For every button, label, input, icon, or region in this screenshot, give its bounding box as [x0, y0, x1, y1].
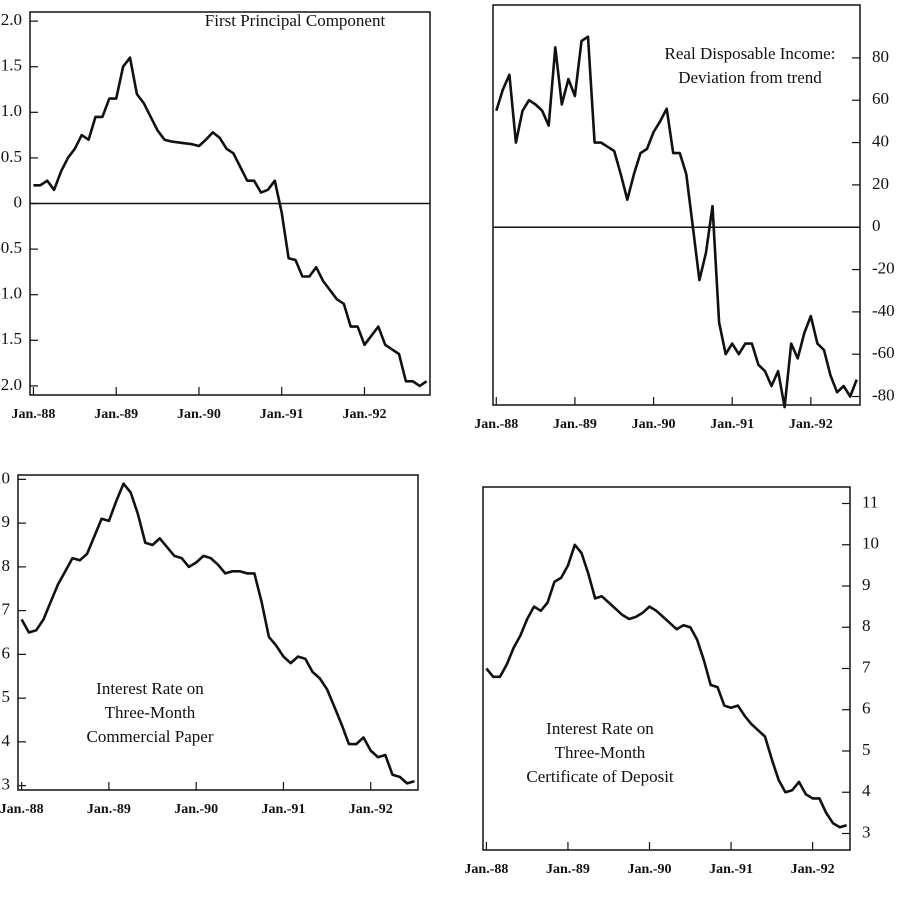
x-tick-label: Jan.-88 — [464, 862, 508, 877]
x-tick-label: Jan.-90 — [632, 417, 676, 432]
y-tick-label: 7 — [862, 657, 871, 676]
y-tick-label: -1.0 — [0, 284, 22, 303]
y-tick-label: 11 — [862, 492, 878, 511]
y-tick-label: -1.5 — [0, 329, 22, 348]
y-tick-label: 3 — [862, 822, 871, 841]
y-tick-label: 1.5 — [1, 56, 22, 75]
chart-title: Interest Rate on — [96, 679, 204, 698]
chart-title: Three-Month — [105, 703, 196, 722]
y-tick-label: 8 — [862, 616, 871, 635]
x-tick-label: Jan.-91 — [710, 417, 754, 432]
x-tick-label: Jan.-92 — [789, 417, 833, 432]
data-line — [33, 56, 428, 388]
chart-title: Commercial Paper — [87, 727, 214, 746]
chart-title: Interest Rate on — [546, 719, 654, 738]
chart-title: First Principal Component — [205, 11, 386, 30]
x-tick-label: Jan.-89 — [553, 417, 597, 432]
chart-title: Deviation from trend — [678, 68, 822, 87]
y-tick-label: 0.5 — [1, 147, 22, 166]
x-tick-label: Jan.-89 — [94, 407, 138, 422]
y-tick-label: 9 — [862, 575, 871, 594]
y-tick-label: 4 — [2, 731, 11, 750]
y-tick-label: 10 — [0, 468, 10, 487]
x-tick-label: Jan.-89 — [546, 862, 590, 877]
y-tick-label: 7 — [2, 600, 11, 619]
y-tick-label: 6 — [862, 699, 871, 718]
x-tick-label: Jan.-90 — [628, 862, 672, 877]
y-tick-label: 2.0 — [1, 10, 22, 29]
x-tick-label: Jan.-92 — [349, 802, 393, 817]
y-tick-label: 0 — [872, 216, 881, 235]
y-tick-label: 8 — [2, 556, 11, 575]
x-tick-label: Jan.-92 — [343, 407, 387, 422]
y-tick-label: -0.5 — [0, 238, 22, 257]
plot-frame — [492, 4, 861, 406]
y-tick-label: 80 — [872, 47, 889, 66]
y-tick-label: 3 — [2, 775, 11, 794]
data-line — [20, 482, 415, 785]
y-tick-label: 20 — [872, 174, 889, 193]
plot-frame — [482, 486, 851, 851]
y-tick-label: 0 — [14, 192, 23, 211]
x-tick-label: Jan.-88 — [0, 802, 44, 817]
y-tick-label: 40 — [872, 131, 889, 150]
chart-title: Real Disposable Income: — [665, 44, 836, 63]
y-tick-label: 5 — [862, 740, 871, 759]
y-tick-label: 1.0 — [1, 101, 22, 120]
y-tick-label: 9 — [2, 512, 11, 531]
x-tick-label: Jan.-90 — [174, 802, 218, 817]
y-tick-label: 10 — [862, 534, 879, 553]
x-tick-label: Jan.-91 — [261, 802, 305, 817]
x-tick-label: Jan.-88 — [11, 407, 55, 422]
y-tick-label: -60 — [872, 343, 895, 362]
plot-frame — [17, 474, 419, 791]
data-line — [485, 543, 847, 829]
x-tick-label: Jan.-88 — [474, 417, 518, 432]
y-tick-label: 60 — [872, 89, 889, 108]
y-tick-label: -20 — [872, 258, 895, 277]
y-tick-label: -2.0 — [0, 375, 22, 394]
x-tick-label: Jan.-90 — [177, 407, 221, 422]
chart-title: Three-Month — [555, 743, 646, 762]
y-tick-label: 6 — [2, 643, 11, 662]
y-tick-label: 5 — [2, 687, 11, 706]
y-tick-label: -40 — [872, 301, 895, 320]
chart-title: Certificate of Deposit — [526, 767, 674, 786]
x-tick-label: Jan.-91 — [709, 862, 753, 877]
y-tick-label: 4 — [862, 781, 871, 800]
x-tick-label: Jan.-92 — [791, 862, 835, 877]
y-tick-label: -80 — [872, 385, 895, 404]
x-tick-label: Jan.-91 — [260, 407, 304, 422]
data-line — [495, 35, 858, 409]
x-tick-label: Jan.-89 — [87, 802, 131, 817]
